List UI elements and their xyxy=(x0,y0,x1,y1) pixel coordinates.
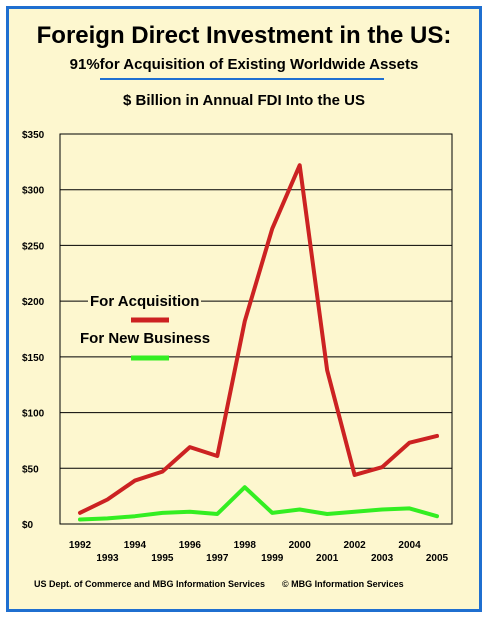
x-tick-label: 1998 xyxy=(234,540,257,551)
x-tick-label: 2003 xyxy=(371,553,394,564)
y-tick-label: $300 xyxy=(22,186,45,197)
x-tick-label: 1995 xyxy=(151,553,174,564)
series-line-acquisition xyxy=(78,163,439,515)
x-tick-label: 1994 xyxy=(124,540,147,551)
x-tick-label: 1999 xyxy=(261,553,284,564)
x-tick-label: 1993 xyxy=(96,553,119,564)
y-tick-label: $150 xyxy=(22,353,45,364)
x-tick-label: 2002 xyxy=(343,540,366,551)
x-tick-label: 1997 xyxy=(206,553,229,564)
footer-source: US Dept. of Commerce and MBG Information… xyxy=(34,579,266,589)
subtitle-underline xyxy=(100,78,384,80)
x-tick-label: 1996 xyxy=(179,540,202,551)
x-tick-label: 2000 xyxy=(289,540,312,551)
x-tick-label: 2005 xyxy=(426,553,449,564)
legend-label-new-business: For New Business xyxy=(78,330,213,347)
y-tick-label: $100 xyxy=(22,409,45,420)
y-tick-label: $200 xyxy=(22,297,45,308)
x-tick-label: 2004 xyxy=(398,540,421,551)
chart-subtitle: 91%for Acquisition of Existing Worldwide… xyxy=(69,56,419,73)
chart-title: Foreign Direct Investment in the US: xyxy=(36,22,452,49)
footer-copyright: © MBG Information Services xyxy=(282,579,404,589)
plot-area xyxy=(59,133,453,525)
series-line-new-business xyxy=(78,485,439,522)
x-tick-label: 1992 xyxy=(69,540,92,551)
legend-label-acquisition: For Acquisition xyxy=(88,293,202,310)
x-tick-label: 2001 xyxy=(316,553,339,564)
y-tick-label: $0 xyxy=(22,520,34,531)
y-tick-label: $250 xyxy=(22,241,45,252)
units-label: $ Billion in Annual FDI Into the US xyxy=(123,92,365,109)
y-tick-label: $350 xyxy=(22,130,45,141)
y-tick-label: $50 xyxy=(22,464,39,475)
